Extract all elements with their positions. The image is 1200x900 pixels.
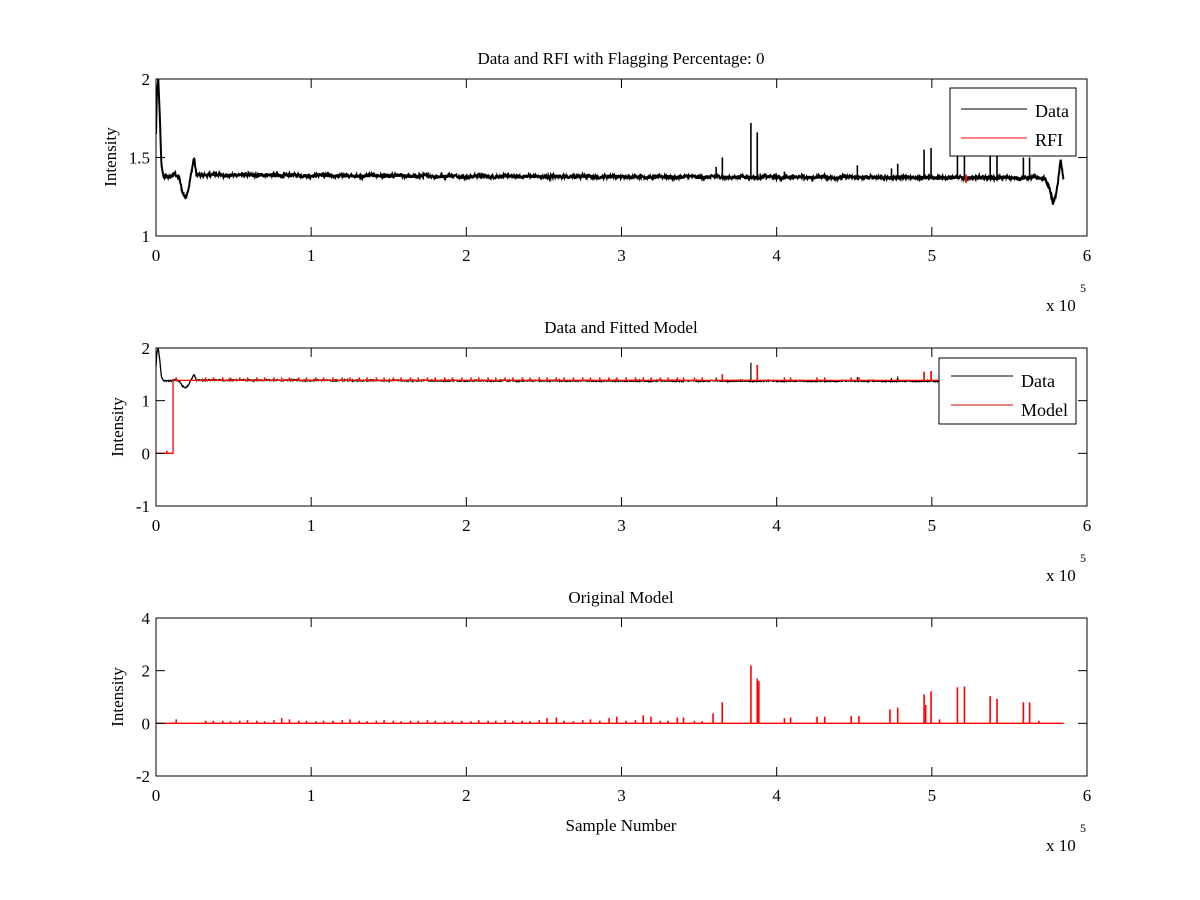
- panel-2-legend: Data Model: [938, 357, 1077, 425]
- legend-box: [949, 87, 1077, 157]
- x-tick-label: 4: [772, 786, 781, 805]
- plot-area: [156, 665, 1064, 724]
- plot-area: [156, 79, 1065, 205]
- x-tick-label: 2: [462, 786, 471, 805]
- x-tick-label: 5: [928, 786, 937, 805]
- x-tick-label: 3: [617, 516, 626, 535]
- legend-data-label: Data: [1035, 101, 1069, 121]
- x-tick-label: 3: [617, 246, 626, 265]
- legend-model-label: Model: [1021, 400, 1068, 420]
- axes-box: [155, 617, 1088, 777]
- x-tick-label: 6: [1083, 516, 1092, 535]
- y-tick-label: 1: [142, 392, 151, 411]
- panel-1: 0 1 2 3 4 5 611.52: [129, 70, 1092, 265]
- legend-rfi-label: RFI: [1035, 130, 1063, 150]
- x-tick-label: 0: [152, 786, 161, 805]
- x-tick-label: 6: [1083, 246, 1092, 265]
- x-tick-label: 5: [928, 516, 937, 535]
- x-tick-label: 1: [307, 786, 316, 805]
- panel-1-ylabel: Intensity: [101, 127, 120, 187]
- y-tick-label: 0: [142, 714, 151, 733]
- legend-box: [938, 357, 1077, 425]
- x-tick-label: 2: [462, 516, 471, 535]
- panel-2-title: Data and Fitted Model: [544, 318, 698, 337]
- x-tick-label: 3: [617, 786, 626, 805]
- panel-2-x-multiplier: x 10: [1046, 566, 1076, 585]
- panel-1-x-multiplier-exp: 5: [1080, 281, 1086, 295]
- y-tick-label: 1.5: [129, 149, 150, 168]
- x-tick-label: 4: [772, 516, 781, 535]
- y-tick-label: -1: [136, 497, 150, 516]
- panel-1-legend: Data RFI: [949, 87, 1077, 157]
- panel-3-xlabel: Sample Number: [566, 816, 677, 835]
- x-tick-label: 0: [152, 516, 161, 535]
- y-tick-label: 2: [142, 339, 151, 358]
- x-tick-label: 0: [152, 246, 161, 265]
- panel-1-title: Data and RFI with Flagging Percentage: 0: [477, 49, 764, 68]
- plot-area: [156, 348, 1064, 454]
- panel-1-x-multiplier: x 10: [1046, 296, 1076, 315]
- x-tick-label: 1: [307, 516, 316, 535]
- y-tick-label: -2: [136, 767, 150, 786]
- panel-3-x-multiplier-exp: 5: [1080, 821, 1086, 835]
- panel-3-ylabel: Intensity: [108, 667, 127, 727]
- panel-2-x-multiplier-exp: 5: [1080, 551, 1086, 565]
- y-tick-label: 1: [142, 227, 151, 246]
- panel-3-title: Original Model: [568, 588, 674, 607]
- x-tick-label: 2: [462, 246, 471, 265]
- panel-2-ylabel: Intensity: [108, 397, 127, 457]
- x-tick-label: 6: [1083, 786, 1092, 805]
- y-tick-label: 0: [142, 444, 151, 463]
- model-series-line: [156, 379, 1064, 454]
- panel-3-x-multiplier: x 10: [1046, 836, 1076, 855]
- y-tick-label: 2: [142, 70, 151, 89]
- y-tick-label: 4: [142, 609, 151, 628]
- axes-box: [155, 78, 1088, 237]
- y-tick-label: 2: [142, 662, 151, 681]
- x-tick-label: 5: [928, 246, 937, 265]
- data-series-line: [156, 79, 1065, 205]
- x-tick-label: 4: [772, 246, 781, 265]
- data-series-line: [156, 348, 1064, 391]
- legend-data-label: Data: [1021, 371, 1055, 391]
- x-tick-label: 1: [307, 246, 316, 265]
